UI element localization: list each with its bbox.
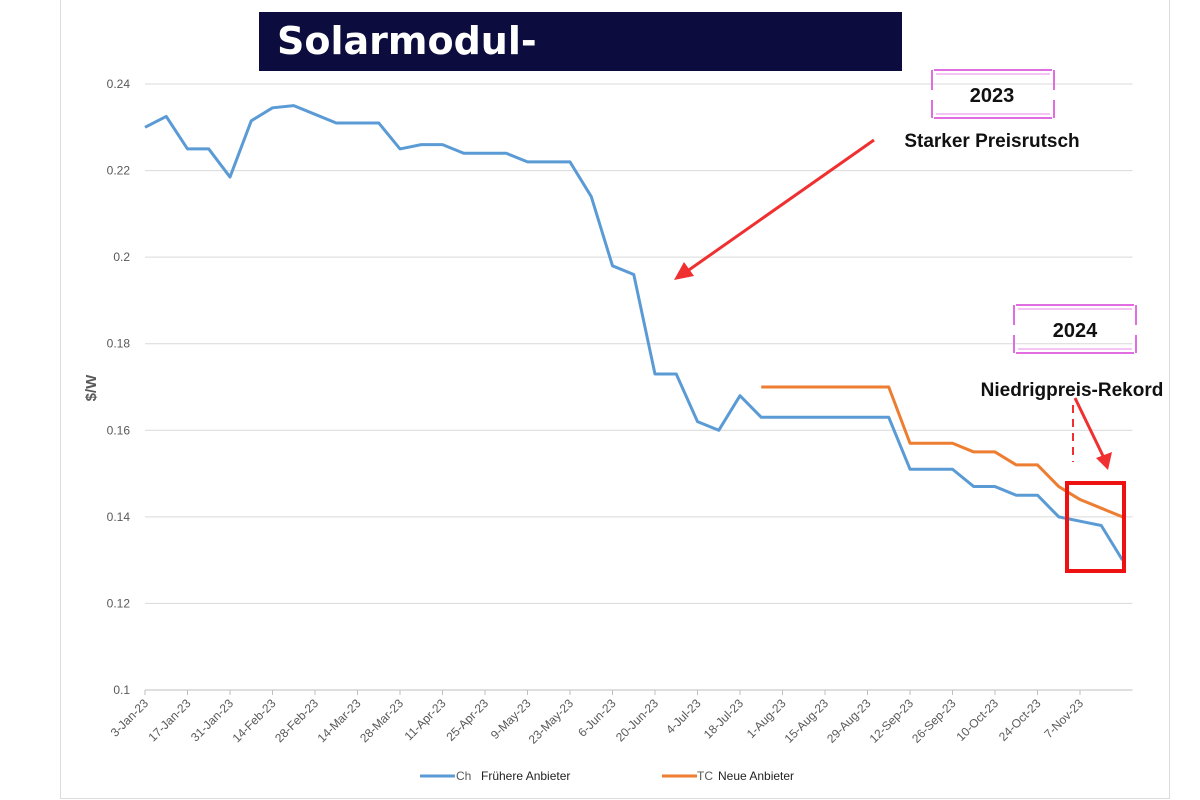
x-tick-label: 18-Jul-23 [701, 696, 747, 742]
legend: Ch Frühere Anbieter TC Neue Anbieter [420, 769, 794, 783]
x-tick-label: 14-Mar-23 [315, 696, 364, 745]
y-axis-label: $/W [83, 374, 100, 402]
series-lines [144, 104, 1124, 561]
legend-prefix-neue: TC [697, 769, 713, 783]
y-axis-ticks: 0.1 0.12 0.14 0.16 0.18 0.2 0.22 0.24 [107, 77, 131, 697]
x-tick-label: 23-May-23 [526, 696, 577, 747]
drop-annotation: Starker Preisrutsch [904, 131, 1079, 152]
x-tick-label: 10-Oct-23 [953, 696, 1001, 744]
y-tick-label: 0.18 [107, 337, 131, 351]
year-2023-label: 2023 [970, 85, 1015, 107]
chart-title: Solarmodul-Preisentwicklung [259, 12, 902, 122]
y-tick-label: 0.14 [107, 510, 131, 524]
x-axis: 3-Jan-2317-Jan-2331-Jan-2314-Feb-2328-Fe… [108, 689, 1133, 747]
y-tick-label: 0.16 [107, 423, 131, 437]
year-2023-box [931, 69, 1055, 119]
x-tick-label: 31-Jan-23 [188, 696, 236, 744]
x-tick-label: 11-Apr-23 [402, 696, 449, 743]
y-tick-label: 0.22 [107, 164, 131, 178]
series-line-fruehere-anbieter [144, 104, 1124, 561]
x-tick-label: 28-Feb-23 [272, 696, 321, 745]
y-tick-label: 0.24 [107, 77, 131, 91]
x-tick-label: 12-Sep-23 [867, 696, 917, 746]
grid-lines [145, 83, 1133, 604]
x-tick-label: 25-Apr-23 [443, 696, 491, 744]
record-arrow [1073, 397, 1112, 470]
record-annotation: Niedrigpreis-Rekord [981, 380, 1164, 401]
year-2024-label: 2024 [1053, 320, 1098, 342]
legend-label-frühere: Frühere Anbieter [481, 769, 570, 783]
x-tick-label: 17-Jan-23 [146, 696, 194, 744]
x-tick-label: 3-Jan-23 [108, 696, 152, 740]
record-highlight-box [1065, 481, 1126, 573]
x-tick-label: 6-Jun-23 [575, 696, 619, 740]
x-tick-label: 28-Mar-23 [357, 696, 406, 745]
x-tick-label: 29-Aug-23 [824, 696, 874, 746]
series-line-neue-anbieter [761, 385, 1124, 519]
x-tick-label: 15-Aug-23 [782, 696, 832, 746]
drop-arrow [674, 138, 875, 280]
y-tick-label: 0.2 [113, 250, 130, 264]
x-tick-label: 20-Jun-23 [613, 696, 661, 744]
x-tick-label: 14-Feb-23 [230, 696, 279, 745]
x-tick-label: 7-Nov-23 [1041, 696, 1086, 741]
legend-prefix-frühere: Ch [456, 769, 471, 783]
chart-frame [60, 0, 1170, 799]
y-tick-label: 0.12 [107, 596, 131, 610]
legend-label-neue: Neue Anbieter [718, 769, 794, 783]
y-tick-label: 0.1 [113, 683, 130, 697]
x-tick-label: 26-Sep-23 [909, 696, 959, 746]
year-2024-box [1013, 304, 1137, 354]
x-tick-label: 24-Oct-23 [996, 696, 1044, 744]
x-tick-label: 4-Jul-23 [663, 696, 704, 737]
